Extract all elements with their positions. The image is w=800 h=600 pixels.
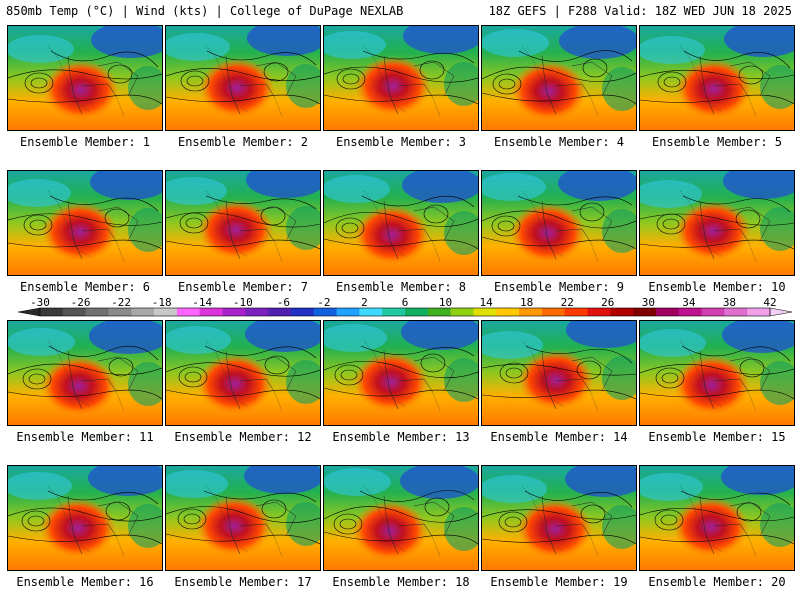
colorbar-tick-label: 10 bbox=[439, 296, 452, 309]
header-title: 850mb Temp (°C) | Wind (kts) | College o… bbox=[6, 4, 404, 18]
colorbar-segment bbox=[678, 308, 702, 316]
colorbar-segment bbox=[222, 308, 246, 316]
ensemble-member-label: Ensemble Member: 1 bbox=[19, 135, 151, 149]
colorbar-segment bbox=[382, 308, 406, 316]
ensemble-member-label: Ensemble Member: 13 bbox=[332, 430, 470, 444]
ensemble-member-label: Ensemble Member: 10 bbox=[648, 280, 786, 294]
colorbar-segment bbox=[154, 308, 178, 316]
ensemble-map-panel bbox=[7, 25, 163, 131]
ensemble-member-label: Ensemble Member: 9 bbox=[493, 280, 625, 294]
colorbar-segment bbox=[610, 308, 634, 316]
colorbar-segment bbox=[290, 308, 315, 316]
ensemble-member-label: Ensemble Member: 3 bbox=[335, 135, 467, 149]
colorbar-tick-label: 6 bbox=[402, 296, 409, 309]
colorbar-tick-label: -2 bbox=[317, 296, 330, 309]
colorbar-tick-label: -30 bbox=[30, 296, 50, 309]
ensemble-map-panel bbox=[481, 465, 637, 571]
ensemble-map-panel bbox=[481, 170, 637, 276]
colorbar-segment bbox=[85, 308, 109, 316]
colorbar-segment bbox=[62, 308, 86, 316]
colorbar-tick-label: 22 bbox=[561, 296, 574, 309]
colorbar-tick-label: -14 bbox=[192, 296, 212, 309]
ensemble-map-panel bbox=[481, 320, 637, 426]
ensemble-member-label: Ensemble Member: 11 bbox=[16, 430, 154, 444]
colorbar-tick-label: -6 bbox=[277, 296, 290, 309]
colorbar-segment bbox=[131, 308, 155, 316]
colorbar-tick-label: -26 bbox=[71, 296, 91, 309]
ensemble-map-panel bbox=[7, 170, 163, 276]
ensemble-member-label: Ensemble Member: 16 bbox=[16, 575, 154, 589]
colorbar-segment bbox=[655, 308, 680, 316]
colorbar-segment bbox=[40, 308, 64, 316]
ensemble-member-label: Ensemble Member: 4 bbox=[493, 135, 625, 149]
colorbar-segment bbox=[701, 308, 725, 316]
ensemble-map-panel bbox=[481, 25, 637, 131]
ensemble-map-panel bbox=[165, 320, 321, 426]
ensemble-map-panel bbox=[323, 320, 479, 426]
colorbar-segment bbox=[336, 308, 360, 316]
colorbar-tick-label: 2 bbox=[361, 296, 368, 309]
colorbar-tick-label: -22 bbox=[111, 296, 131, 309]
colorbar-segment bbox=[564, 308, 588, 316]
colorbar-outline bbox=[39, 307, 771, 317]
ensemble-map-panel bbox=[639, 170, 795, 276]
colorbar-segment bbox=[359, 308, 383, 316]
colorbar-segment bbox=[450, 308, 474, 316]
ensemble-member-label: Ensemble Member: 15 bbox=[648, 430, 786, 444]
colorbar-segment bbox=[724, 308, 748, 316]
ensemble-map-panel bbox=[165, 465, 321, 571]
colorbar-segment bbox=[176, 308, 200, 316]
ensemble-member-label: Ensemble Member: 12 bbox=[174, 430, 312, 444]
ensemble-member-label: Ensemble Member: 6 bbox=[19, 280, 151, 294]
colorbar-segment bbox=[405, 308, 429, 316]
colorbar-tick-label: 14 bbox=[479, 296, 493, 309]
colorbar-segment bbox=[199, 308, 223, 316]
ensemble-map-panel bbox=[323, 25, 479, 131]
colorbar-segment bbox=[268, 308, 292, 316]
colorbar-tick-label: -10 bbox=[233, 296, 253, 309]
ensemble-member-label: Ensemble Member: 8 bbox=[335, 280, 467, 294]
ensemble-member-label: Ensemble Member: 18 bbox=[332, 575, 470, 589]
ensemble-map-panel bbox=[165, 170, 321, 276]
colorbar-tick-label: 34 bbox=[682, 296, 696, 309]
ensemble-map-panel bbox=[639, 320, 795, 426]
colorbar-segment bbox=[245, 308, 269, 316]
ensemble-map-panel bbox=[323, 170, 479, 276]
colorbar-high-arrow bbox=[769, 307, 793, 317]
colorbar-tick-label: 38 bbox=[723, 296, 736, 309]
ensemble-member-label: Ensemble Member: 14 bbox=[490, 430, 628, 444]
colorbar-tick-label: 30 bbox=[642, 296, 655, 309]
colorbar-segment bbox=[496, 308, 520, 316]
colorbar-segment bbox=[313, 308, 337, 316]
ensemble-map-panel bbox=[639, 465, 795, 571]
ensemble-member-label: Ensemble Member: 2 bbox=[177, 135, 309, 149]
colorbar-tick-label: 42 bbox=[763, 296, 776, 309]
colorbar-segment bbox=[587, 308, 611, 316]
colorbar-segment bbox=[427, 308, 451, 316]
ensemble-map-panel bbox=[7, 465, 163, 571]
ensemble-member-label: Ensemble Member: 19 bbox=[490, 575, 628, 589]
colorbar-tick-label: 26 bbox=[601, 296, 614, 309]
ensemble-member-label: Ensemble Member: 17 bbox=[174, 575, 312, 589]
colorbar-segment bbox=[747, 308, 771, 316]
header-valid-time: 18Z GEFS | F288 Valid: 18Z WED JUN 18 20… bbox=[488, 4, 792, 18]
ensemble-member-label: Ensemble Member: 7 bbox=[177, 280, 309, 294]
temperature-colorbar: -30 -26 -22 -18 -14 -10 -6 -2 2 6 10 14 18 22 26 30 34 38… bbox=[17, 296, 793, 317]
colorbar-low-arrow bbox=[17, 307, 41, 317]
ensemble-member-label: Ensemble Member: 5 bbox=[651, 135, 783, 149]
colorbar-segment bbox=[519, 308, 543, 316]
ensemble-map-panel bbox=[639, 25, 795, 131]
ensemble-map-panel bbox=[165, 25, 321, 131]
ensemble-member-label: Ensemble Member: 20 bbox=[648, 575, 786, 589]
colorbar-segment bbox=[633, 308, 657, 316]
ensemble-map-panel bbox=[7, 320, 163, 426]
colorbar-segment bbox=[541, 308, 565, 316]
colorbar-tick-label: -18 bbox=[152, 296, 172, 309]
ensemble-map-panel bbox=[323, 465, 479, 571]
colorbar-segment bbox=[473, 308, 497, 316]
colorbar-segment bbox=[108, 308, 132, 316]
colorbar-tick-label: 18 bbox=[520, 296, 533, 309]
